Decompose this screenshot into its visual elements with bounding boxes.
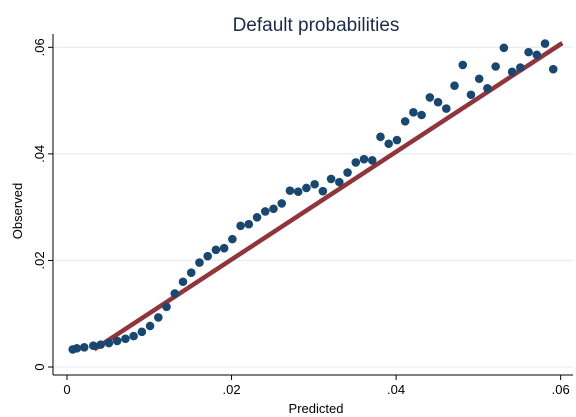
data-point xyxy=(318,186,328,196)
x-tick-label: 0 xyxy=(63,382,70,397)
data-point xyxy=(186,268,196,278)
data-point xyxy=(343,168,352,177)
data-point xyxy=(433,97,443,107)
data-point xyxy=(425,93,435,102)
data-point xyxy=(359,154,369,164)
data-point xyxy=(162,302,171,312)
x-tick-label: .04 xyxy=(387,382,405,397)
data-point xyxy=(104,338,114,348)
data-point xyxy=(351,158,361,167)
data-point xyxy=(219,243,229,253)
x-axis-label: Predicted xyxy=(289,401,344,416)
data-point xyxy=(483,84,492,93)
data-point xyxy=(367,155,377,165)
data-point xyxy=(302,183,311,193)
data-point xyxy=(409,108,418,117)
data-point xyxy=(392,135,402,145)
data-point xyxy=(466,90,476,100)
data-point xyxy=(400,117,410,126)
data-point xyxy=(524,47,533,57)
data-point xyxy=(195,258,204,267)
data-point xyxy=(79,342,89,352)
fit-line xyxy=(92,41,564,352)
data-point xyxy=(516,63,525,72)
data-point xyxy=(548,64,558,74)
scatter-points xyxy=(68,39,558,354)
data-point xyxy=(112,336,122,346)
data-point xyxy=(293,187,303,197)
data-point xyxy=(252,212,262,222)
data-point xyxy=(129,331,138,341)
data-point xyxy=(441,104,451,113)
y-tick-label: .06 xyxy=(32,38,47,56)
data-point xyxy=(540,39,550,48)
data-point xyxy=(203,251,212,261)
y-axis-label: Observed xyxy=(10,183,25,239)
grid-lines xyxy=(53,46,573,368)
axis-ticks: 0 .02 .04 .06 0 .02 .04 .06 xyxy=(32,38,570,397)
data-point xyxy=(137,327,147,337)
data-point xyxy=(228,234,237,244)
data-point xyxy=(96,340,106,349)
fit-line-layer xyxy=(92,41,564,352)
data-point xyxy=(326,174,336,184)
data-point xyxy=(450,81,459,90)
data-point xyxy=(491,62,500,71)
data-point xyxy=(211,245,221,255)
data-point xyxy=(89,341,98,350)
data-point xyxy=(532,50,542,60)
data-point xyxy=(310,179,319,189)
data-point xyxy=(384,139,393,149)
data-point xyxy=(507,67,517,77)
y-tick-label: .02 xyxy=(32,251,47,269)
data-point xyxy=(269,204,278,214)
data-point xyxy=(376,132,385,142)
data-point xyxy=(285,186,295,195)
x-tick-label: .02 xyxy=(223,382,241,397)
y-tick-label: 0 xyxy=(32,363,47,370)
data-point xyxy=(499,43,509,53)
data-point xyxy=(170,289,180,298)
data-point xyxy=(458,60,468,70)
data-point xyxy=(154,313,163,322)
data-point xyxy=(244,219,254,229)
data-point xyxy=(277,199,287,208)
data-point xyxy=(72,344,82,353)
y-tick-label: .04 xyxy=(32,145,47,163)
data-point xyxy=(145,321,155,331)
data-point xyxy=(417,110,426,120)
data-point xyxy=(335,177,344,187)
x-tick-label: .06 xyxy=(552,382,570,397)
chart-title: Default probabilities xyxy=(233,15,400,36)
data-point xyxy=(474,74,484,84)
data-point xyxy=(260,207,270,216)
data-point xyxy=(178,277,188,287)
data-point xyxy=(121,334,130,344)
data-point xyxy=(236,221,245,231)
